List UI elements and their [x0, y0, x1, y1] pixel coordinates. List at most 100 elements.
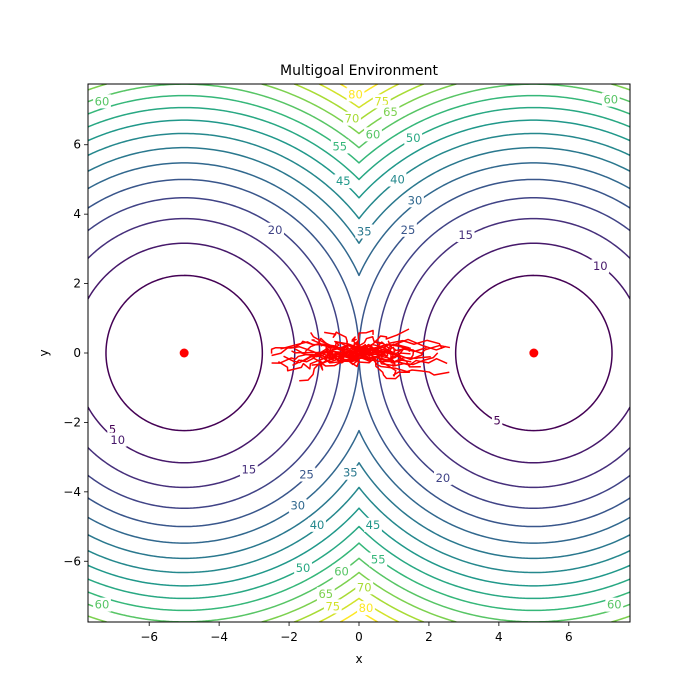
contour-label: 70: [357, 580, 372, 594]
contour-label-bg: [343, 111, 361, 126]
contour-label: 45: [336, 174, 351, 188]
trajectory-path: [359, 355, 401, 380]
contour-label-bg: [434, 470, 452, 485]
contour-label: 35: [357, 225, 372, 239]
contour-label: 10: [110, 433, 125, 447]
contour-label-bg: [364, 517, 382, 532]
contour-label: 45: [366, 518, 381, 532]
contour-label: 5: [493, 414, 500, 428]
contour-label: 40: [390, 172, 405, 186]
contour-label-bg: [334, 174, 353, 189]
contour-label-bg: [399, 222, 417, 237]
contour-label-bg: [355, 580, 374, 595]
contour-label-bg: [601, 92, 620, 107]
y-tick-label: 4: [73, 207, 81, 221]
contour-label: 55: [371, 553, 386, 567]
chart-title: Multigoal Environment: [280, 63, 438, 79]
contour-label-bg: [456, 227, 475, 242]
goal-markers: [179, 348, 539, 358]
goal-marker-2: [529, 348, 539, 358]
contour-level-20: [88, 197, 630, 509]
trajectory-path: [271, 340, 355, 358]
y-tick-label: −2: [63, 415, 81, 429]
contour-label-bg: [404, 130, 423, 145]
contour-label-bg: [288, 498, 307, 513]
contour-level-40: [88, 132, 630, 574]
contour-label-bg: [369, 552, 388, 567]
contour-label: 80: [348, 87, 363, 101]
x-axis: −6 −4 −2 0 2 4 6: [140, 622, 573, 644]
goal-marker-1: [179, 348, 189, 358]
contour-label: 60: [95, 598, 110, 612]
trajectory-path: [324, 331, 365, 359]
y-tick-label: −6: [63, 554, 81, 568]
contour-label-bg: [388, 172, 407, 187]
contour-label: 65: [318, 587, 333, 601]
contour-label: 25: [299, 467, 314, 481]
contour-label-bg: [357, 601, 375, 616]
contour-label-bg: [330, 139, 349, 154]
y-tick-label: 2: [73, 277, 81, 291]
trajectory-path: [361, 353, 431, 367]
trajectory-path: [352, 329, 374, 354]
contour-label: 30: [290, 499, 305, 513]
x-tick-label: 0: [355, 630, 363, 644]
contour-label: 15: [242, 462, 257, 476]
y-tick-label: 0: [73, 346, 81, 360]
contour-label-bg: [316, 587, 335, 602]
contour-label: 70: [345, 112, 360, 126]
contour-label: 30: [408, 193, 423, 207]
contour-label-bg: [93, 597, 111, 612]
contour-label: 60: [95, 94, 110, 108]
contour-label-bg: [332, 564, 351, 579]
x-tick-label: 4: [495, 630, 503, 644]
contour-level-5: [105, 274, 613, 432]
y-tick-label: 6: [73, 138, 81, 152]
contour-label: 60: [607, 598, 622, 612]
contour-label: 65: [383, 105, 398, 119]
contour-label: 50: [406, 131, 421, 145]
contour-label-bg: [605, 597, 624, 612]
contour-label: 75: [325, 599, 340, 613]
contour-label-bg: [294, 561, 312, 576]
contour-label: 60: [603, 93, 618, 107]
x-tick-label: −2: [280, 630, 298, 644]
contour-label: 5: [109, 422, 116, 436]
contour-label: 60: [366, 127, 381, 141]
contour-label: 80: [359, 601, 374, 615]
x-tick-label: 6: [565, 630, 573, 644]
contour-level-10: [88, 242, 630, 464]
x-axis-label: x: [355, 652, 362, 666]
contour-label: 25: [401, 223, 416, 237]
contour-label-bg: [108, 432, 127, 447]
contour-label-bg: [346, 87, 365, 102]
contour-label-bg: [107, 422, 118, 437]
contour-label-bg: [406, 193, 424, 208]
contour-lines: [88, 84, 630, 622]
contour-label-bg: [491, 413, 503, 428]
contour-label-bg: [591, 259, 610, 274]
contour-label-bg: [93, 94, 111, 109]
trajectory-path: [359, 344, 411, 360]
contour-label: 60: [334, 565, 349, 579]
contour-level-35: [88, 146, 630, 560]
trajectory-path: [311, 351, 357, 371]
contour-label-bg: [381, 104, 400, 119]
contour-label: 10: [593, 259, 608, 273]
contour-label-bg: [323, 599, 342, 614]
contour-label: 20: [436, 471, 451, 485]
trajectory-path: [291, 350, 365, 363]
contour-label-bg: [266, 222, 284, 237]
y-axis: −6 −4 −2 0 2 4 6: [63, 138, 88, 568]
contour-label-bg: [341, 465, 360, 480]
contour-level-15: [88, 217, 630, 489]
trajectory-path: [357, 346, 427, 356]
y-tick-label: −4: [63, 485, 81, 499]
x-tick-label: −6: [140, 630, 158, 644]
contour-label: 55: [332, 139, 347, 153]
contour-label: 50: [296, 561, 311, 575]
x-tick-label: −4: [210, 630, 228, 644]
y-axis-label: y: [37, 349, 51, 356]
